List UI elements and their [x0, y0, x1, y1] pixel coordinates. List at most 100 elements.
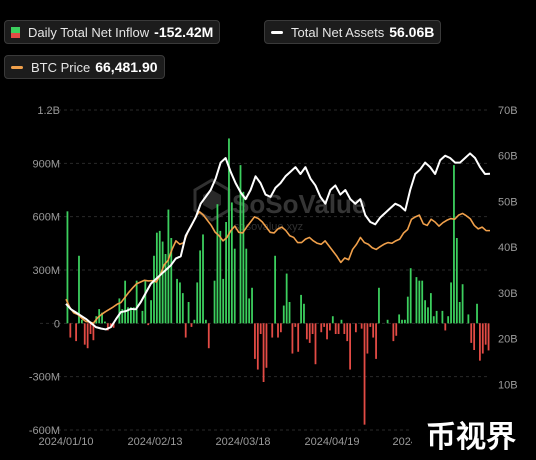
inflow-bar — [392, 323, 395, 342]
inflow-bar — [375, 323, 377, 359]
inflow-bar — [164, 254, 167, 324]
x-axis-labels: 2024/01/10 2024/02/13 2024/03/18 2024/04/19… — [38, 436, 447, 448]
inflow-bar — [153, 255, 155, 324]
inflow-bar — [378, 287, 380, 324]
inflow-bar — [179, 282, 181, 324]
inflow-bar — [372, 323, 375, 338]
inflow-bar — [343, 323, 346, 334]
inflow-bar — [294, 323, 297, 327]
inflow-bar — [265, 323, 268, 368]
legend-inflow-value: -152.42M — [154, 24, 214, 40]
inflow-bar — [429, 293, 432, 324]
inflow-bar — [279, 323, 282, 333]
right-tick-label: 60B — [498, 151, 518, 163]
inflow-bar — [398, 314, 401, 324]
inflow-bar — [101, 312, 103, 324]
inflow-bar — [326, 323, 328, 340]
inflow-bar — [467, 314, 470, 324]
inflow-bar — [199, 250, 202, 324]
site-badge: 币视界 — [412, 412, 530, 456]
right-tick-label: 30B — [498, 288, 518, 300]
assets-swatch-icon — [271, 30, 283, 34]
inflow-bar — [415, 277, 418, 324]
inflow-bar — [288, 302, 291, 324]
inflow-bar — [127, 307, 129, 324]
inflow-bar — [89, 323, 92, 334]
inflow-bar — [181, 293, 184, 324]
inflow-bar — [274, 255, 277, 324]
inflow-bar — [207, 323, 210, 349]
inflow-bar — [135, 280, 138, 324]
inflow-bar — [239, 165, 242, 324]
inflow-bar — [308, 323, 311, 343]
inflow-bar — [458, 302, 461, 324]
inflow-bar — [112, 323, 115, 328]
inflow-bar — [453, 165, 455, 324]
inflow-bar — [141, 310, 144, 324]
inflow-bar — [256, 323, 259, 370]
inflow-bar — [297, 323, 300, 352]
inflow-bar — [300, 294, 302, 324]
x-tick-label: 2024/04/19 — [304, 436, 359, 448]
inflow-bar — [144, 280, 147, 324]
inflow-bar — [196, 282, 199, 324]
legend-chip-inflow[interactable]: Daily Total Net Inflow -152.42M — [4, 20, 221, 44]
inflow-bar — [481, 323, 484, 354]
inflow-bar — [435, 310, 438, 324]
inflow-bar — [334, 323, 337, 334]
inflow-bar — [150, 300, 152, 324]
inflow-bar — [254, 323, 256, 359]
inflow-bar — [161, 241, 164, 324]
left-tick-label: 600M — [32, 212, 60, 224]
legend-chip-assets[interactable]: Total Net Assets 56.06B — [264, 20, 442, 44]
inflow-bar — [366, 323, 369, 354]
legend-assets-label: Total Net Assets — [291, 24, 385, 40]
inflow-bar — [262, 323, 265, 382]
inflow-bar — [314, 323, 317, 365]
inflow-bar — [130, 307, 132, 324]
inflow-bar — [441, 310, 444, 324]
assets-line — [65, 152, 491, 331]
inflow-bar — [303, 303, 305, 324]
right-tick-label: 70B — [498, 105, 518, 117]
legend-inflow-label: Daily Total Net Inflow — [28, 24, 150, 40]
inflow-bar — [461, 284, 464, 324]
inflow-bar — [444, 323, 447, 331]
inflow-bar — [427, 307, 429, 324]
left-tick-label: -600M — [29, 425, 60, 437]
inflow-swatch-icon — [11, 26, 20, 38]
inflow-bar — [432, 316, 435, 324]
inflow-bar — [75, 323, 77, 342]
inflow-bar — [66, 211, 69, 324]
inflow-bar — [406, 296, 409, 324]
inflow-bar — [450, 282, 452, 324]
left-tick-label: 300M — [32, 265, 60, 277]
inflow-bar — [418, 280, 421, 324]
legend-chip-price[interactable]: BTC Price 66,481.90 — [4, 55, 165, 79]
legend-price-value: 66,481.90 — [95, 59, 158, 75]
inflow-bar — [248, 298, 251, 324]
inflow-bar — [349, 323, 351, 370]
x-tick-label: 2024/01/10 — [38, 436, 93, 448]
inflow-bar — [340, 319, 343, 324]
inflow-bar — [291, 323, 294, 354]
price-swatch-icon — [11, 65, 23, 69]
watermark-brand: SoSoValue — [232, 189, 366, 219]
inflow-bar — [470, 323, 473, 343]
left-axis-labels: -600M -300M 0 300M 600M 900M 1.2B — [29, 105, 60, 437]
inflow-bar — [202, 234, 204, 324]
line-series — [65, 152, 491, 331]
inflow-bar — [193, 319, 196, 324]
inflow-bar — [92, 323, 95, 341]
inflow-bar — [323, 323, 326, 327]
inflow-bar — [83, 323, 86, 345]
inflow-bar — [228, 138, 230, 324]
inflow-bar — [121, 309, 124, 324]
inflow-bar — [305, 323, 308, 340]
inflow-bar — [233, 248, 236, 324]
inflow-bar — [216, 204, 219, 324]
inflow-bar — [213, 280, 216, 324]
inflow-bar — [404, 319, 406, 324]
inflow-bar — [225, 222, 227, 324]
